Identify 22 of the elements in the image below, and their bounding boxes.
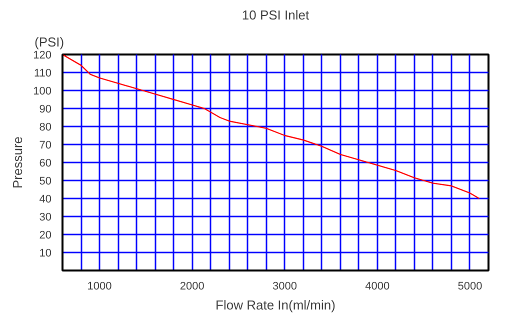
y-tick-label: 120 <box>33 50 52 62</box>
y-tick-label: 80 <box>39 122 52 134</box>
y-tick-label: 100 <box>33 86 52 98</box>
chart-title: 10 PSI Inlet <box>242 8 310 22</box>
x-tick-label: 3000 <box>272 280 298 292</box>
y-tick-label: 110 <box>34 68 52 80</box>
y-tick-label: 30 <box>39 212 52 224</box>
y-tick-label: 60 <box>39 158 52 170</box>
y-tick-label: 40 <box>39 194 52 206</box>
x-tick-label: 2000 <box>180 280 204 292</box>
x-tick-label: 1000 <box>87 280 112 292</box>
x-tick-label: 4000 <box>365 280 390 292</box>
y-tick-label: 50 <box>39 176 52 188</box>
line-series <box>62 54 480 200</box>
y-tick-label: 70 <box>39 140 52 152</box>
y-axis-title: Pressure <box>10 136 26 189</box>
x-axis-title: Flow Rate In(ml/min) <box>216 298 336 312</box>
y-tick-label: 10 <box>39 248 52 260</box>
y-tick-label: 20 <box>39 230 52 242</box>
x-tick-label: 5000 <box>458 280 482 292</box>
text: (PSI) <box>34 34 64 50</box>
y-tick-label: 90 <box>39 104 52 116</box>
